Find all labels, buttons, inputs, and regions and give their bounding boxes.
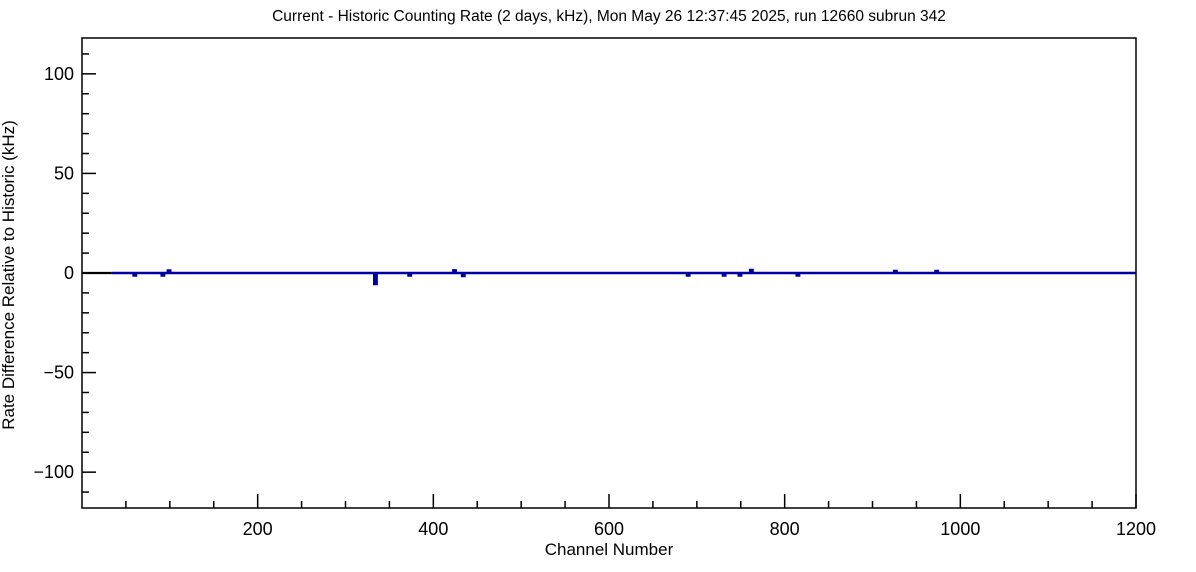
y-tick-label: −100: [33, 462, 74, 482]
x-tick-label: 400: [418, 519, 448, 539]
x-tick-label: 1000: [940, 519, 980, 539]
x-tick-label: 600: [594, 519, 624, 539]
tick-labels-layer: 200 400 600 800 1000 1200 −100 −50 0 50 100: [33, 64, 1156, 539]
plot-frame: [81, 37, 1137, 509]
axis-ticks-layer: [82, 53, 1137, 508]
chart-title: Current - Historic Counting Rate (2 days…: [272, 8, 946, 25]
x-tick-label: 200: [243, 519, 273, 539]
rate-difference-line: [111, 268, 1136, 286]
x-axis-title: Channel Number: [544, 540, 674, 559]
y-tick-label: 0: [64, 263, 74, 283]
y-tick-label: −50: [43, 363, 74, 383]
data-series-layer: [82, 268, 1136, 286]
x-tick-label: 1200: [1116, 519, 1156, 539]
y-tick-label: 50: [54, 163, 74, 183]
plot-frame-layer: [81, 37, 1137, 509]
y-tick-label: 100: [44, 64, 74, 84]
x-tick-label: 800: [770, 519, 800, 539]
